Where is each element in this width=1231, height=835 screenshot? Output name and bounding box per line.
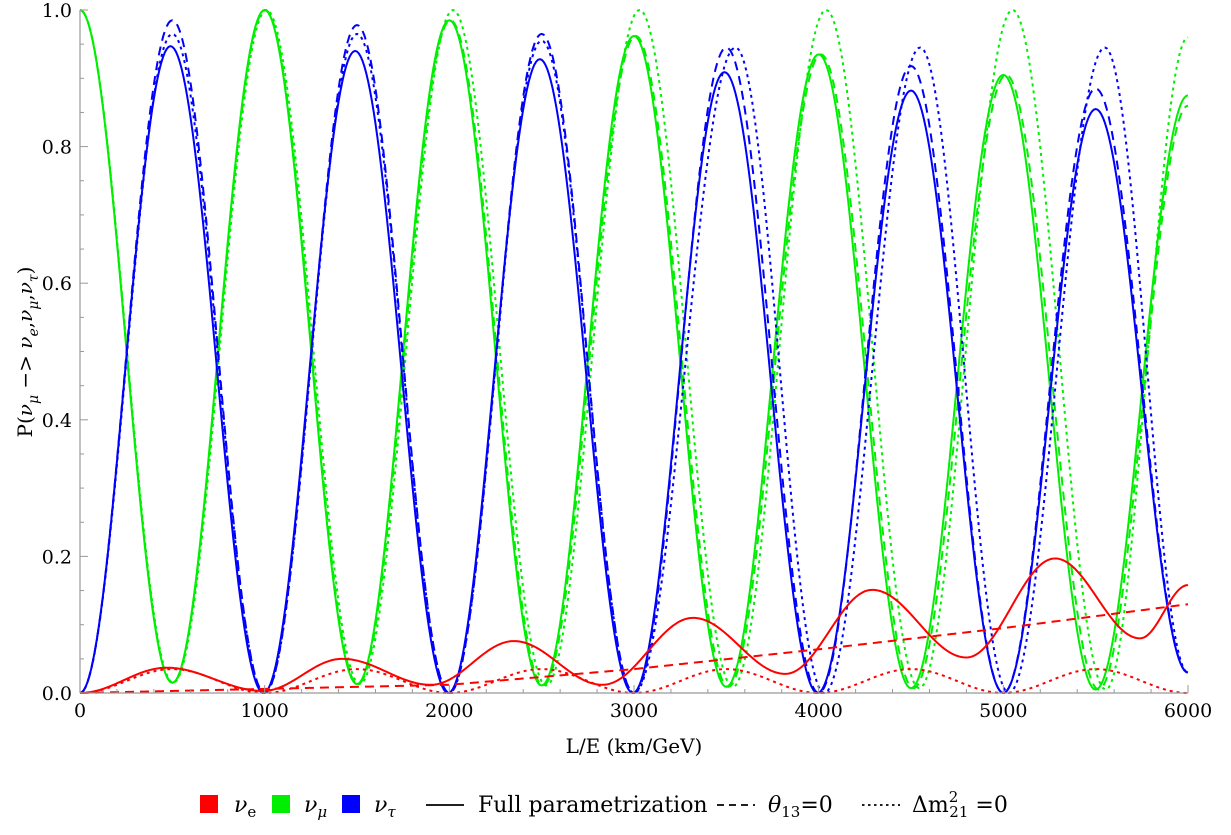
legend-swatch-nu-e bbox=[200, 795, 218, 813]
x-tick-label: 2000 bbox=[425, 700, 473, 722]
y-tick-label: 0.4 bbox=[42, 410, 72, 432]
x-tick-label: 5000 bbox=[979, 700, 1027, 722]
y-tick-label: 0.8 bbox=[42, 137, 72, 159]
x-tick-label: 0 bbox=[74, 700, 86, 722]
x-tick-label: 4000 bbox=[794, 700, 842, 722]
x-tick-label: 6000 bbox=[1164, 700, 1212, 722]
y-tick-label: 0.6 bbox=[42, 273, 72, 295]
legend-label-nu-e: νe bbox=[234, 793, 256, 821]
legend-label-nu-tau: ντ bbox=[374, 793, 396, 821]
x-tick-label: 1000 bbox=[240, 700, 288, 722]
legend-swatch-nu-tau bbox=[342, 795, 360, 813]
legend: νe νμ ντ Full parametrization θ13=0 Δm2 2… bbox=[200, 788, 1008, 821]
x-tick-label: 3000 bbox=[610, 700, 658, 722]
legend-label-nu-mu: νμ bbox=[304, 793, 327, 821]
legend-label-dm21: Δm2 21 =0 bbox=[912, 788, 1008, 821]
nu-mu-dm21-curve bbox=[79, 8, 1189, 691]
legend-label-theta13: θ13=0 bbox=[768, 793, 833, 821]
legend-swatch-nu-mu bbox=[272, 795, 290, 813]
legend-label-full: Full parametrization bbox=[478, 793, 708, 818]
y-tick-label: 0.2 bbox=[42, 546, 72, 568]
y-tick-label: 1.0 bbox=[42, 0, 72, 22]
y-ticks: 0.0 0.2 0.4 0.6 0.8 1.0 bbox=[42, 0, 88, 705]
x-axis-label: L/E (km/GeV) bbox=[566, 734, 703, 758]
x-ticks: 0 1000 2000 3000 4000 5000 6000 bbox=[74, 685, 1212, 722]
y-tick-label: 0.0 bbox=[42, 683, 72, 705]
